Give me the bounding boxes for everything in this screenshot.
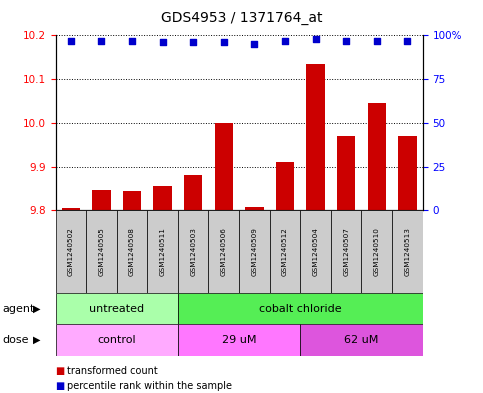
- Point: [98, 37, 105, 44]
- Bar: [361, 210, 392, 293]
- Text: GSM1240509: GSM1240509: [251, 227, 257, 276]
- Text: GSM1240512: GSM1240512: [282, 227, 288, 276]
- Bar: [300, 210, 331, 293]
- Text: GSM1240507: GSM1240507: [343, 227, 349, 276]
- Text: GSM1240513: GSM1240513: [404, 227, 411, 276]
- Text: GSM1240510: GSM1240510: [374, 227, 380, 276]
- Point: [251, 41, 258, 47]
- Text: GSM1240503: GSM1240503: [190, 227, 196, 276]
- Bar: [276, 162, 294, 210]
- Bar: [239, 210, 270, 293]
- Point: [312, 36, 319, 42]
- Bar: [331, 210, 361, 293]
- Text: GSM1240511: GSM1240511: [159, 227, 166, 276]
- Bar: [178, 293, 423, 324]
- Bar: [300, 324, 423, 356]
- Bar: [154, 186, 172, 210]
- Text: control: control: [98, 335, 136, 345]
- Point: [128, 37, 136, 44]
- Text: cobalt chloride: cobalt chloride: [259, 303, 341, 314]
- Bar: [214, 123, 233, 210]
- Bar: [56, 210, 86, 293]
- Text: ▶: ▶: [33, 335, 41, 345]
- Text: GDS4953 / 1371764_at: GDS4953 / 1371764_at: [161, 11, 322, 25]
- Bar: [245, 207, 264, 210]
- Text: GSM1240502: GSM1240502: [68, 227, 74, 276]
- Bar: [62, 208, 80, 210]
- Bar: [56, 293, 178, 324]
- Text: agent: agent: [2, 303, 35, 314]
- Bar: [92, 190, 111, 210]
- Bar: [147, 210, 178, 293]
- Text: GSM1240504: GSM1240504: [313, 227, 319, 276]
- Text: ▶: ▶: [33, 303, 41, 314]
- Text: GSM1240508: GSM1240508: [129, 227, 135, 276]
- Point: [67, 37, 75, 44]
- Bar: [209, 210, 239, 293]
- Bar: [56, 324, 178, 356]
- Text: untreated: untreated: [89, 303, 144, 314]
- Point: [189, 39, 197, 46]
- Bar: [368, 103, 386, 210]
- Text: 62 uM: 62 uM: [344, 335, 379, 345]
- Text: percentile rank within the sample: percentile rank within the sample: [67, 381, 232, 391]
- Point: [342, 37, 350, 44]
- Bar: [123, 191, 141, 210]
- Bar: [337, 136, 355, 210]
- Point: [281, 37, 289, 44]
- Bar: [178, 324, 300, 356]
- Point: [373, 37, 381, 44]
- Text: GSM1240506: GSM1240506: [221, 227, 227, 276]
- Bar: [86, 210, 117, 293]
- Text: dose: dose: [2, 335, 29, 345]
- Bar: [392, 210, 423, 293]
- Bar: [398, 136, 416, 210]
- Text: ■: ■: [56, 366, 65, 376]
- Point: [159, 39, 167, 46]
- Bar: [117, 210, 147, 293]
- Text: 29 uM: 29 uM: [222, 335, 256, 345]
- Point: [403, 37, 411, 44]
- Point: [220, 39, 227, 46]
- Text: transformed count: transformed count: [67, 366, 157, 376]
- Text: ■: ■: [56, 381, 65, 391]
- Bar: [178, 210, 209, 293]
- Bar: [306, 64, 325, 210]
- Text: GSM1240505: GSM1240505: [99, 227, 104, 276]
- Bar: [270, 210, 300, 293]
- Bar: [184, 175, 202, 210]
